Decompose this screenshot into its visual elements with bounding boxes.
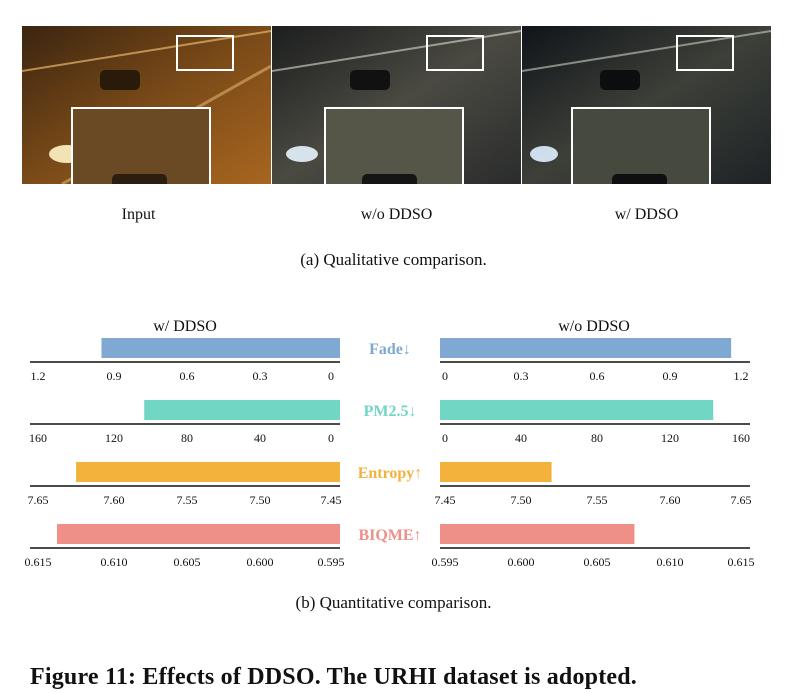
caption-a: (a) Qualitative comparison.: [300, 250, 487, 269]
tick-label-right: 80: [591, 431, 603, 445]
bar-without-ddso-entropy: [440, 462, 552, 482]
label-input: Input: [121, 206, 156, 223]
tick-label-left: 7.65: [28, 493, 49, 507]
tick-label-right: 0.605: [584, 555, 611, 569]
tick-label-right: 7.65: [731, 493, 752, 507]
bar-with-ddso-entropy: [76, 462, 340, 482]
bar-without-ddso-pm25: [440, 400, 714, 420]
tick-label-left: 40: [254, 431, 266, 445]
tick-label-right: 0: [442, 369, 448, 383]
tick-label-left: 0.9: [107, 369, 122, 383]
tick-label-left: 0.605: [174, 555, 201, 569]
tick-label-left: 7.55: [177, 493, 198, 507]
bar-without-ddso-biqme: [440, 524, 635, 544]
tick-label-right: 0.3: [514, 369, 529, 383]
tick-label-right: 7.50: [511, 493, 532, 507]
butterfly-chart: w/ DDSO w/o DDSO Fade↓ 1.2 0.9 0.6 0.3 0 0 0.3 0.6…: [25, 318, 755, 569]
tick-label-right: 120: [661, 431, 679, 445]
tick-label-left: 0: [328, 369, 334, 383]
tick-label-right: 0.595: [432, 555, 459, 569]
tick-label-left: 0.3: [253, 369, 268, 383]
tick-label-right: 0.6: [590, 369, 605, 383]
tick-label-left: 0: [328, 431, 334, 445]
tick-label-left: 0.600: [247, 555, 274, 569]
tick-label-left: 1.2: [31, 369, 46, 383]
tick-label-left: 160: [29, 431, 47, 445]
tick-label-left: 7.45: [321, 493, 342, 507]
chart-title-left: w/ DDSO: [153, 318, 217, 335]
tick-label-right: 0.9: [663, 369, 678, 383]
caption-b: (b) Quantitative comparison.: [295, 593, 492, 612]
tick-label-right: 7.55: [587, 493, 608, 507]
tick-label-right: 0.600: [508, 555, 535, 569]
tick-label-right: 0.610: [657, 555, 684, 569]
bar-without-ddso-fade: [440, 338, 732, 358]
label-without-ddso: w/o DDSO: [360, 206, 433, 223]
tick-label-left: 7.60: [104, 493, 125, 507]
tick-label-left: 7.50: [250, 493, 271, 507]
metric-label-biqme: BIQME↑: [358, 527, 421, 544]
chart-title-right: w/o DDSO: [558, 318, 630, 335]
tick-label-left: 0.615: [25, 555, 52, 569]
photo-without-ddso: [272, 26, 521, 184]
bar-with-ddso-biqme: [57, 524, 341, 544]
tick-label-left: 0.595: [318, 555, 345, 569]
tick-label-left: 0.6: [180, 369, 195, 383]
bar-with-ddso-pm25: [144, 400, 340, 420]
metric-label-entropy: Entropy↑: [358, 465, 423, 482]
tick-label-right: 7.60: [660, 493, 681, 507]
photo-input: [22, 26, 271, 184]
tick-label-right: 1.2: [734, 369, 749, 383]
tick-label-right: 7.45: [435, 493, 456, 507]
figure-caption: Figure 11: Effects of DDSO. The URHI dat…: [30, 664, 637, 690]
photo-with-ddso: [522, 26, 771, 184]
tick-label-right: 160: [732, 431, 750, 445]
label-with-ddso: w/ DDSO: [614, 206, 679, 223]
bar-with-ddso-fade: [101, 338, 340, 358]
metric-label-fade: Fade↓: [369, 341, 411, 358]
tick-label-left: 80: [181, 431, 193, 445]
tick-label-right: 0: [442, 431, 448, 445]
tick-label-left: 120: [105, 431, 123, 445]
metric-label-pm25: PM2.5↓: [364, 403, 417, 420]
tick-label-right: 40: [515, 431, 527, 445]
tick-label-left: 0.610: [101, 555, 128, 569]
tick-label-right: 0.615: [728, 555, 755, 569]
